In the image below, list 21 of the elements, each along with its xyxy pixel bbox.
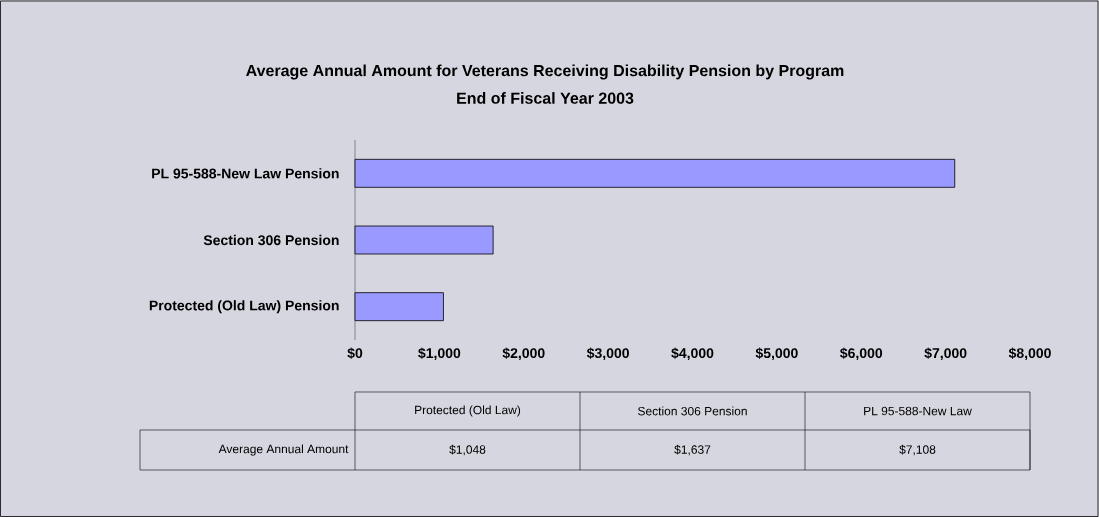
- x-tick-label: $7,000: [924, 347, 967, 361]
- text: PL 95-588-New Law: [864, 406, 972, 416]
- x-tick-label: $8,000: [1008, 347, 1051, 361]
- text: Section 306 Pension: [638, 406, 747, 416]
- y-tick-label: PL 95-588-New Law Pension: [152, 168, 339, 179]
- x-tick-label: $6,000: [840, 347, 883, 361]
- x-tick-label: $0: [347, 347, 363, 359]
- y-tick-label: Section 306 Pension: [203, 234, 339, 246]
- text: $7,108: [899, 444, 936, 456]
- chart-subtitle: End of Fiscal Year 2003: [457, 92, 634, 104]
- y-tick-label: Protected (Old Law) Pension: [149, 300, 339, 314]
- x-tick-label: $5,000: [755, 347, 798, 361]
- chart-title: Average Annual Amount for Veterans Receiving Disability Pension by Program: [246, 64, 844, 80]
- text: Average Annual Amount: [218, 444, 349, 456]
- text: $1,637: [674, 444, 711, 456]
- text: Protected (Old Law): [415, 405, 521, 417]
- x-tick-label: $2,000: [502, 347, 545, 361]
- x-tick-label: $4,000: [671, 347, 714, 361]
- x-tick-label: $1,000: [418, 347, 461, 361]
- text: $1,048: [449, 444, 486, 456]
- x-tick-label: $3,000: [586, 347, 629, 361]
